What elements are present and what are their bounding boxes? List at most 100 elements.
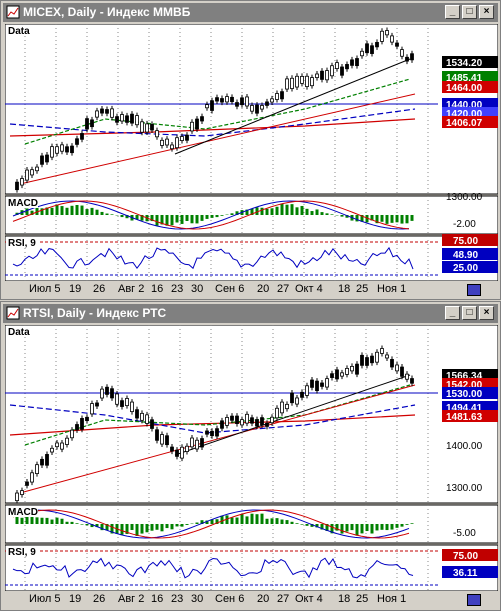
rsi-badge-value: 25.00: [453, 263, 478, 274]
price-badge-value: 1494.41: [446, 403, 483, 414]
rsi-badge-value: 75.00: [453, 551, 478, 562]
rsi-line: [12, 557, 414, 579]
date-axis-label: 23: [171, 593, 184, 605]
macd-axis-label: -5.00: [453, 528, 476, 539]
price-badge-value: 1420.00: [446, 109, 483, 120]
price-panel-label: Data: [8, 327, 30, 338]
price-badge-value: 1485.41: [446, 73, 483, 84]
date-axis-label: 16: [151, 593, 164, 605]
date-axis-label: Окт 4: [295, 593, 323, 605]
window-title: MICEX, Daily - Индекс ММВБ: [23, 5, 191, 19]
macd-line: [12, 509, 410, 539]
price-axis-label: 1300.00: [446, 483, 483, 494]
price-badge-value: 1542.00: [446, 380, 483, 391]
date-axis-label: Окт 4: [295, 283, 323, 295]
macd-axis-label: -2.00: [453, 219, 476, 230]
price-badge-value: 1530.00: [446, 389, 483, 400]
macd-panel-label: MACD: [8, 507, 38, 518]
date-axis-label: 26: [93, 593, 106, 605]
rsi-badge-value: 75.00: [453, 236, 478, 247]
date-axis-label: 19: [69, 593, 82, 605]
rsi-badge-value: 36.11: [453, 568, 478, 579]
rsi-panel: [5, 544, 498, 591]
price-badge: [442, 387, 498, 399]
price-candles: [15, 345, 414, 504]
trendline-black: [174, 374, 411, 456]
title-bar[interactable]: MICEX, Daily - Индекс ММВБ _ □ ×: [3, 3, 498, 22]
date-axis-label: 25: [356, 593, 369, 605]
date-axis-label: Сен 6: [215, 593, 245, 605]
macd-signal-line: [12, 509, 410, 539]
rsi-panel-label: RSI, 9: [8, 547, 36, 558]
date-axis-label: 25: [356, 283, 369, 295]
rsi-badge: [442, 566, 498, 578]
price-badge-value: 1406.07: [446, 118, 483, 129]
chart-app-icon: [6, 306, 20, 320]
date-axis-label: Ноя 1: [377, 593, 407, 605]
date-axis-label: Сен 6: [215, 283, 245, 295]
date-axis-label: 18: [338, 283, 351, 295]
date-axis-label: 20: [257, 283, 270, 295]
price-badge: [442, 71, 498, 83]
rtsi-chart-window[interactable]: RTSI, Daily - Индекс РТС _ □ × Data MACD R…: [0, 301, 501, 611]
date-axis-label: 16: [151, 283, 164, 295]
date-axis-label: 26: [93, 283, 106, 295]
maximize-button[interactable]: □: [462, 5, 477, 19]
price-axis-label: 1400.00: [446, 441, 483, 452]
price-badge: [442, 116, 498, 128]
rsi-badge: [442, 549, 498, 561]
price-badge: [442, 410, 498, 422]
price-axis-label: 1300.00: [446, 192, 483, 203]
date-axis-label: 20: [257, 593, 270, 605]
date-axis: Июл 5 19 26 Авг 2 16 23 30 Сен 6 20 27 Окт 4 18 25 Но…: [5, 592, 475, 608]
trendline-black: [174, 58, 411, 155]
date-axis-label: 30: [191, 283, 204, 295]
date-axis-label: 30: [191, 593, 204, 605]
rsi-badge: [442, 261, 498, 273]
date-axis-label: 27: [277, 593, 290, 605]
rsi-badge-value: 48.90: [453, 250, 478, 261]
date-axis-label: Авг 2: [118, 283, 145, 295]
minimize-button[interactable]: _: [445, 306, 460, 320]
macd-histogram: [15, 203, 414, 226]
price-badge-value: 1566.34: [446, 371, 483, 382]
price-badge-value: 1481.63: [446, 412, 483, 423]
date-axis-label: Ноя 1: [377, 283, 407, 295]
date-axis-label: Июл 5: [29, 283, 61, 295]
macd-line: [12, 200, 410, 230]
date-axis-label: 27: [277, 283, 290, 295]
date-axis-label: Авг 2: [118, 593, 145, 605]
rsi-panel: [5, 235, 498, 281]
micex-chart-window[interactable]: MICEX, Daily - Индекс ММВБ _ □ × Data MAC…: [0, 0, 501, 300]
chart-navigation-button[interactable]: [467, 284, 481, 296]
price-panel: [5, 325, 498, 504]
macd-histogram: [15, 513, 414, 536]
trendline-red: [19, 93, 416, 185]
date-axis: Июл 5 19 26 Авг 2 16 23 30 Сен 6 20 27 Окт 4 18 25 Но…: [5, 282, 475, 298]
price-panel-label: Data: [8, 26, 30, 37]
price-badge: [442, 81, 498, 93]
minimize-button[interactable]: _: [445, 5, 460, 19]
maximize-button[interactable]: □: [462, 306, 477, 320]
price-badge-value: 1464.00: [446, 83, 483, 94]
chart-app-icon: [6, 5, 20, 19]
window-title: RTSI, Daily - Индекс РТС: [23, 306, 167, 320]
chart-navigation-button[interactable]: [467, 594, 481, 606]
date-axis-label: 23: [171, 283, 184, 295]
price-candles: [15, 27, 414, 193]
rsi-panel-label: RSI, 9: [8, 238, 36, 249]
title-bar[interactable]: RTSI, Daily - Индекс РТС _ □ ×: [3, 304, 498, 323]
rsi-line: [12, 246, 414, 270]
rsi-badge: [442, 234, 498, 246]
date-axis-label: 19: [69, 283, 82, 295]
moving-average-green: [24, 78, 411, 145]
close-button[interactable]: ×: [479, 306, 494, 320]
date-axis-label: Июл 5: [29, 593, 61, 605]
close-button[interactable]: ×: [479, 5, 494, 19]
moving-average-blue: [9, 404, 416, 434]
price-badge-value: 1534.20: [446, 58, 483, 69]
macd-panel-label: MACD: [8, 198, 38, 209]
rsi-badge: [442, 248, 498, 260]
